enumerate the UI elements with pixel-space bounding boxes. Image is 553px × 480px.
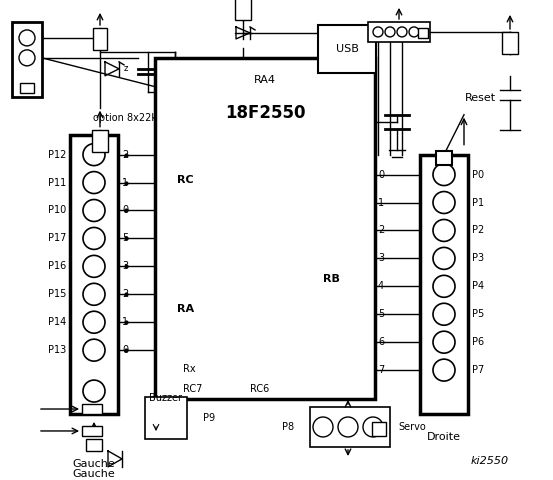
- Bar: [235, 0, 251, 20]
- Circle shape: [83, 283, 105, 305]
- Bar: [318, 25, 376, 73]
- Circle shape: [83, 255, 105, 277]
- Text: Droite: Droite: [427, 432, 461, 442]
- Circle shape: [433, 247, 455, 269]
- Circle shape: [363, 417, 383, 437]
- Circle shape: [83, 200, 105, 221]
- Text: P4: P4: [472, 281, 484, 291]
- Text: 3: 3: [122, 262, 128, 271]
- Circle shape: [433, 359, 455, 381]
- Bar: [82, 404, 102, 414]
- Circle shape: [385, 27, 395, 37]
- Text: RC6: RC6: [250, 384, 269, 394]
- Text: option 8x22k: option 8x22k: [93, 113, 157, 123]
- Circle shape: [83, 144, 105, 166]
- Circle shape: [433, 331, 455, 353]
- Text: 2: 2: [122, 289, 128, 300]
- Circle shape: [313, 417, 333, 437]
- Bar: [372, 422, 386, 436]
- Circle shape: [433, 276, 455, 297]
- Text: z: z: [124, 64, 128, 73]
- Text: 1: 1: [122, 178, 128, 188]
- Text: RA4: RA4: [254, 75, 276, 85]
- Text: 3: 3: [378, 253, 384, 264]
- Text: P11: P11: [48, 178, 66, 188]
- Bar: [70, 135, 118, 414]
- Text: P10: P10: [48, 205, 66, 216]
- Bar: [20, 83, 34, 93]
- Text: 1: 1: [122, 317, 128, 327]
- Circle shape: [338, 417, 358, 437]
- Bar: [12, 22, 42, 97]
- Bar: [436, 151, 452, 165]
- Circle shape: [83, 339, 105, 361]
- Circle shape: [19, 50, 35, 66]
- Circle shape: [83, 380, 105, 402]
- Text: RB: RB: [323, 275, 340, 284]
- Text: 4: 4: [378, 281, 384, 291]
- Text: P3: P3: [472, 253, 484, 264]
- Text: RC7: RC7: [183, 384, 202, 394]
- Circle shape: [433, 192, 455, 214]
- Text: 0: 0: [122, 345, 128, 355]
- Text: 2: 2: [378, 226, 384, 236]
- Text: P9: P9: [203, 413, 215, 423]
- Circle shape: [409, 27, 419, 37]
- Circle shape: [83, 228, 105, 250]
- Bar: [155, 58, 375, 399]
- Text: 2: 2: [122, 150, 128, 160]
- Text: Servo: Servo: [398, 422, 426, 432]
- Text: Reset: Reset: [465, 93, 496, 103]
- Text: P7: P7: [472, 365, 484, 375]
- Text: P17: P17: [48, 233, 66, 243]
- Text: RC: RC: [177, 175, 194, 185]
- Text: P2: P2: [472, 226, 484, 236]
- Text: Gauche: Gauche: [72, 459, 116, 469]
- Bar: [93, 28, 107, 50]
- Text: 1: 1: [378, 197, 384, 207]
- Text: 0: 0: [378, 169, 384, 180]
- Bar: [418, 28, 428, 38]
- Text: P1: P1: [472, 197, 484, 207]
- Bar: [502, 32, 518, 54]
- Text: USB: USB: [336, 44, 358, 54]
- Circle shape: [83, 171, 105, 193]
- Text: P15: P15: [48, 289, 66, 300]
- Text: P12: P12: [48, 150, 66, 160]
- Text: P5: P5: [472, 309, 484, 319]
- Circle shape: [397, 27, 407, 37]
- Bar: [420, 155, 468, 414]
- Bar: [368, 22, 430, 42]
- Bar: [92, 130, 108, 152]
- Text: P14: P14: [48, 317, 66, 327]
- Circle shape: [433, 164, 455, 186]
- Text: P13: P13: [48, 345, 66, 355]
- Bar: [82, 426, 102, 436]
- Text: ki2550: ki2550: [471, 456, 509, 466]
- Text: Rx: Rx: [183, 364, 196, 374]
- Text: 18F2550: 18F2550: [225, 104, 305, 122]
- Bar: [145, 397, 187, 439]
- Circle shape: [83, 311, 105, 333]
- Text: P8: P8: [282, 422, 294, 432]
- Circle shape: [373, 27, 383, 37]
- Text: 5: 5: [378, 309, 384, 319]
- Text: 6: 6: [378, 337, 384, 347]
- Bar: [310, 407, 390, 447]
- Bar: [86, 439, 102, 451]
- Text: Gauche: Gauche: [72, 469, 116, 479]
- Text: 7: 7: [378, 365, 384, 375]
- Text: P16: P16: [48, 262, 66, 271]
- Text: 0: 0: [122, 205, 128, 216]
- Text: P6: P6: [472, 337, 484, 347]
- Circle shape: [433, 303, 455, 325]
- Text: P0: P0: [472, 169, 484, 180]
- Text: Buzzer: Buzzer: [149, 393, 182, 403]
- Text: RA: RA: [177, 304, 194, 314]
- Circle shape: [19, 30, 35, 46]
- Circle shape: [433, 219, 455, 241]
- Text: 5: 5: [122, 233, 128, 243]
